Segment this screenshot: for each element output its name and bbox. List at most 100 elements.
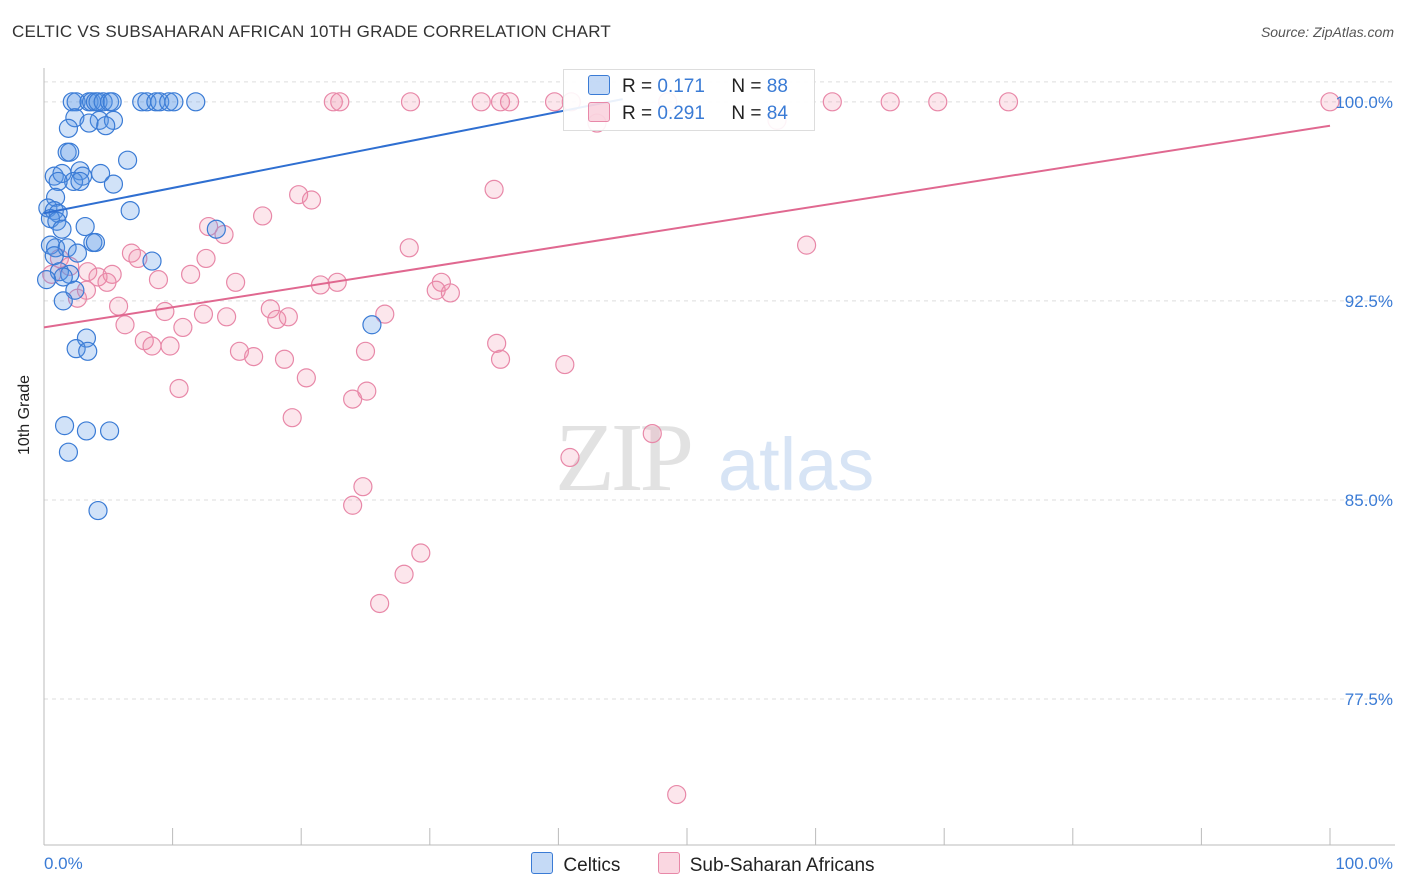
pink-point — [1320, 92, 1340, 112]
pink-point — [301, 190, 322, 210]
pink-point — [88, 267, 108, 287]
legend-label-celtics: Celtics — [563, 855, 621, 876]
legend-swatch-subsaharan — [657, 852, 680, 874]
pink-point — [323, 92, 343, 112]
pink-point — [343, 495, 363, 515]
legend-row-celtics: R = 0.171 N = 88 — [588, 75, 788, 99]
pink-point — [193, 304, 214, 324]
legend-item-subsaharan[interactable]: Sub-Saharan Africans — [657, 852, 875, 877]
pink-point — [499, 92, 520, 112]
blue-point — [70, 171, 90, 192]
legend-n-value: 88 — [766, 76, 788, 97]
blue-point — [60, 142, 80, 162]
blue-point — [36, 270, 57, 290]
chart-title: CELTIC VS SUBSAHARAN AFRICAN 10TH GRADE … — [12, 22, 611, 41]
pink-point — [229, 341, 250, 361]
x-tick-label: 100.0% — [1335, 854, 1393, 873]
blue-point — [88, 500, 108, 521]
blue-point — [90, 163, 111, 184]
pink-point — [560, 447, 580, 468]
legend-label-subsaharan: Sub-Saharan Africans — [689, 855, 875, 876]
y-tick-label: 77.5% — [1345, 690, 1393, 709]
pink-point — [490, 349, 511, 369]
pink-point — [282, 408, 302, 428]
blue-point — [58, 442, 79, 462]
tick-labels: 77.5% 85.0% 92.5% 100.0% 0.0% 100.0% — [44, 93, 1393, 873]
blue-point — [52, 219, 72, 239]
pink-point — [267, 309, 287, 330]
pink-point — [278, 307, 298, 327]
pink-point — [330, 92, 350, 112]
blue-point — [103, 174, 124, 194]
pink-point — [375, 304, 395, 324]
legend-swatch-celtics — [531, 852, 554, 874]
pink-point — [181, 264, 201, 284]
blue-point — [164, 92, 184, 112]
y-tick-label: 85.0% — [1345, 491, 1393, 510]
blue-point — [76, 421, 97, 441]
blue-point — [63, 171, 84, 192]
y-tick-label: 92.5% — [1345, 292, 1393, 311]
legend-item-celtics[interactable]: Celtics — [531, 852, 620, 877]
pink-point — [289, 185, 309, 205]
pink-point — [244, 347, 264, 367]
pink-point — [260, 299, 280, 319]
legend-n-value: 84 — [766, 103, 788, 124]
pink-point — [148, 270, 169, 290]
blue-point — [58, 118, 79, 138]
blue-point — [79, 113, 99, 133]
blue-point — [45, 238, 66, 258]
blue-point — [54, 416, 75, 436]
legend-swatch-blue — [588, 75, 610, 95]
blue-point — [75, 216, 95, 237]
blue-point — [120, 201, 140, 221]
pink-point — [49, 248, 70, 269]
pink-point — [226, 272, 246, 292]
legend-n-label: N = — [731, 76, 767, 97]
pink-point — [484, 179, 504, 200]
trend-line-subsaharan — [43, 124, 1331, 329]
y-tick-label: 100.0% — [1335, 93, 1393, 112]
pink-point — [555, 354, 575, 375]
x-tick-label: 0.0% — [44, 854, 83, 873]
pink-point — [353, 477, 373, 497]
pink-point — [296, 368, 316, 388]
pink-point — [426, 280, 446, 300]
correlation-legend: R = 0.171 N = 88 R = 0.291 N = 84 — [563, 69, 815, 131]
pink-point — [400, 92, 421, 112]
pink-point — [274, 349, 295, 369]
pink-point — [173, 317, 193, 338]
gridlines — [44, 81, 1395, 700]
pink-point — [108, 296, 129, 316]
pink-point — [796, 235, 817, 255]
source-label: Source: ZipAtlas.com — [1260, 24, 1394, 40]
pink-point — [217, 307, 237, 327]
pink-point — [440, 283, 460, 303]
blue-point — [65, 108, 85, 128]
pink-point — [155, 301, 175, 322]
series-sub-saharan-points — [42, 92, 1340, 805]
pink-point — [411, 543, 431, 563]
legend-row-subsaharan: R = 0.291 N = 84 — [588, 102, 788, 126]
pink-point — [199, 216, 219, 237]
blue-point — [85, 232, 106, 253]
pink-point — [196, 248, 216, 269]
pink-point — [880, 92, 900, 112]
blue-point — [67, 243, 88, 263]
legend-r-label: R = — [622, 76, 658, 97]
pink-point — [544, 92, 565, 112]
pink-point — [115, 315, 135, 335]
watermark-atlas: atlas — [718, 423, 874, 506]
blue-point — [159, 92, 179, 112]
pink-point — [67, 288, 88, 308]
pink-point — [169, 378, 189, 399]
blue-point — [53, 267, 73, 287]
series-celtics-points — [36, 92, 382, 521]
pink-point — [97, 272, 117, 292]
y-axis-label: 10th Grade — [16, 374, 33, 455]
pink-point — [642, 423, 662, 444]
trend-lines — [43, 98, 1331, 329]
blue-point — [142, 251, 162, 271]
legend-r-value: 0.171 — [657, 76, 705, 97]
pink-point — [160, 336, 180, 356]
